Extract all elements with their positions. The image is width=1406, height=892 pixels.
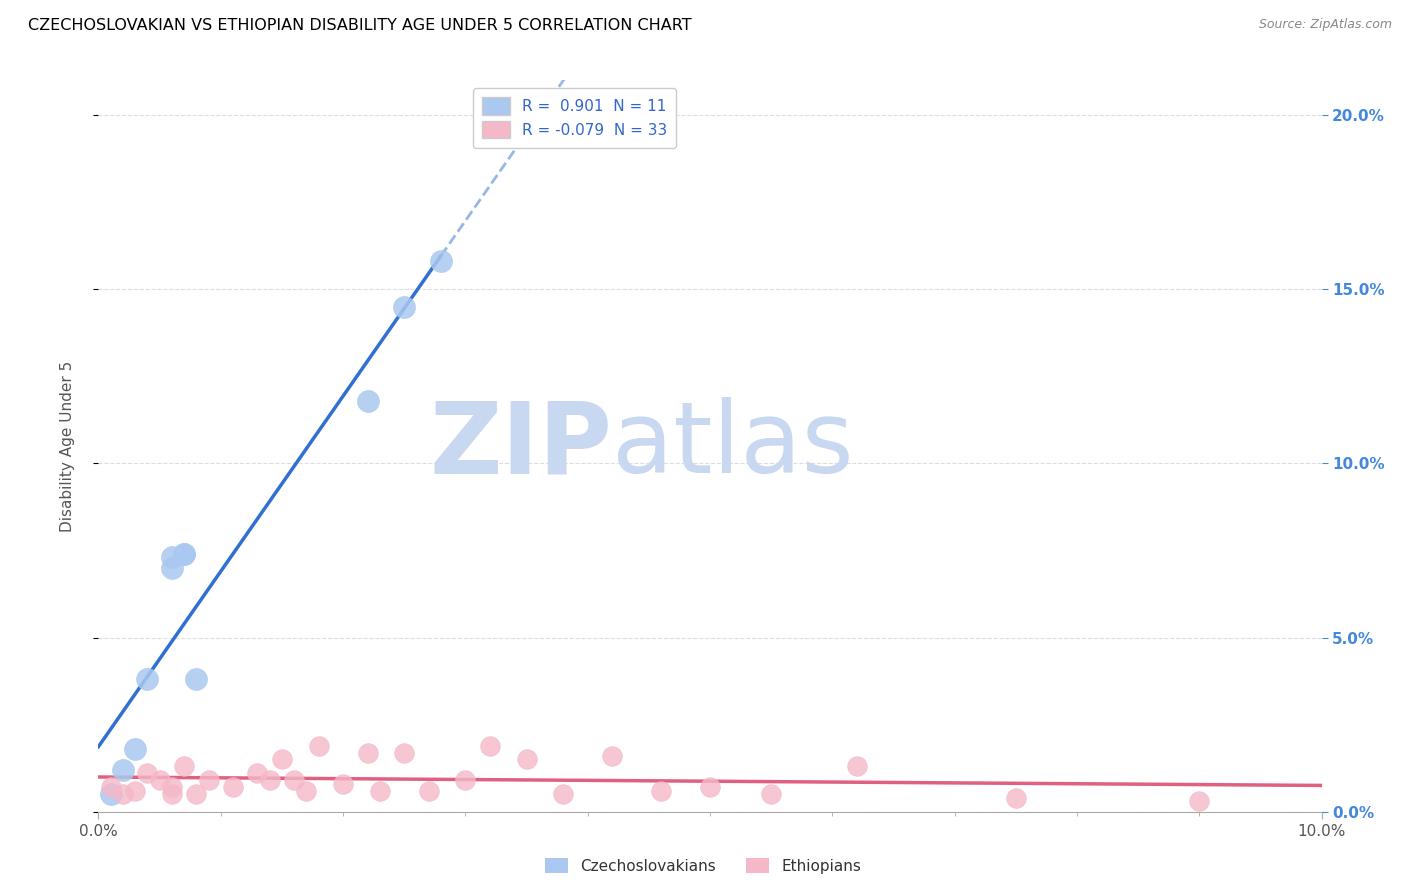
Point — [454, 773, 477, 788]
Point — [259, 773, 281, 788]
Point — [295, 784, 318, 798]
Y-axis label: Disability Age Under 5: Disability Age Under 5 — [60, 360, 75, 532]
Point — [430, 254, 453, 268]
Point — [136, 673, 159, 687]
Point — [160, 780, 183, 795]
Point — [516, 752, 538, 766]
Legend: R =  0.901  N = 11, R = -0.079  N = 33: R = 0.901 N = 11, R = -0.079 N = 33 — [472, 88, 676, 148]
Legend: Czechoslovakians, Ethiopians: Czechoslovakians, Ethiopians — [538, 852, 868, 880]
Point — [283, 773, 305, 788]
Point — [845, 759, 868, 773]
Point — [356, 393, 378, 408]
Point — [332, 777, 354, 791]
Text: CZECHOSLOVAKIAN VS ETHIOPIAN DISABILITY AGE UNDER 5 CORRELATION CHART: CZECHOSLOVAKIAN VS ETHIOPIAN DISABILITY … — [28, 18, 692, 33]
Point — [186, 673, 208, 687]
Point — [759, 787, 782, 801]
Point — [173, 547, 195, 561]
Point — [650, 784, 672, 798]
Point — [222, 780, 245, 795]
Point — [149, 773, 172, 788]
Text: atlas: atlas — [612, 398, 853, 494]
Point — [173, 759, 195, 773]
Point — [392, 746, 416, 760]
Point — [1188, 794, 1211, 808]
Point — [308, 739, 330, 753]
Point — [111, 763, 134, 777]
Text: Source: ZipAtlas.com: Source: ZipAtlas.com — [1258, 18, 1392, 31]
Point — [600, 749, 623, 764]
Point — [246, 766, 269, 780]
Point — [1004, 790, 1026, 805]
Point — [160, 561, 183, 575]
Point — [186, 787, 208, 801]
Point — [111, 787, 134, 801]
Point — [356, 746, 378, 760]
Point — [270, 752, 292, 766]
Point — [136, 766, 159, 780]
Point — [124, 742, 146, 756]
Point — [173, 547, 195, 561]
Point — [124, 784, 146, 798]
Point — [418, 784, 440, 798]
Point — [478, 739, 501, 753]
Point — [392, 300, 416, 314]
Point — [553, 787, 575, 801]
Point — [197, 773, 219, 788]
Point — [699, 780, 721, 795]
Point — [160, 550, 183, 565]
Point — [368, 784, 391, 798]
Text: ZIP: ZIP — [429, 398, 612, 494]
Point — [160, 787, 183, 801]
Point — [100, 787, 122, 801]
Point — [100, 780, 122, 795]
